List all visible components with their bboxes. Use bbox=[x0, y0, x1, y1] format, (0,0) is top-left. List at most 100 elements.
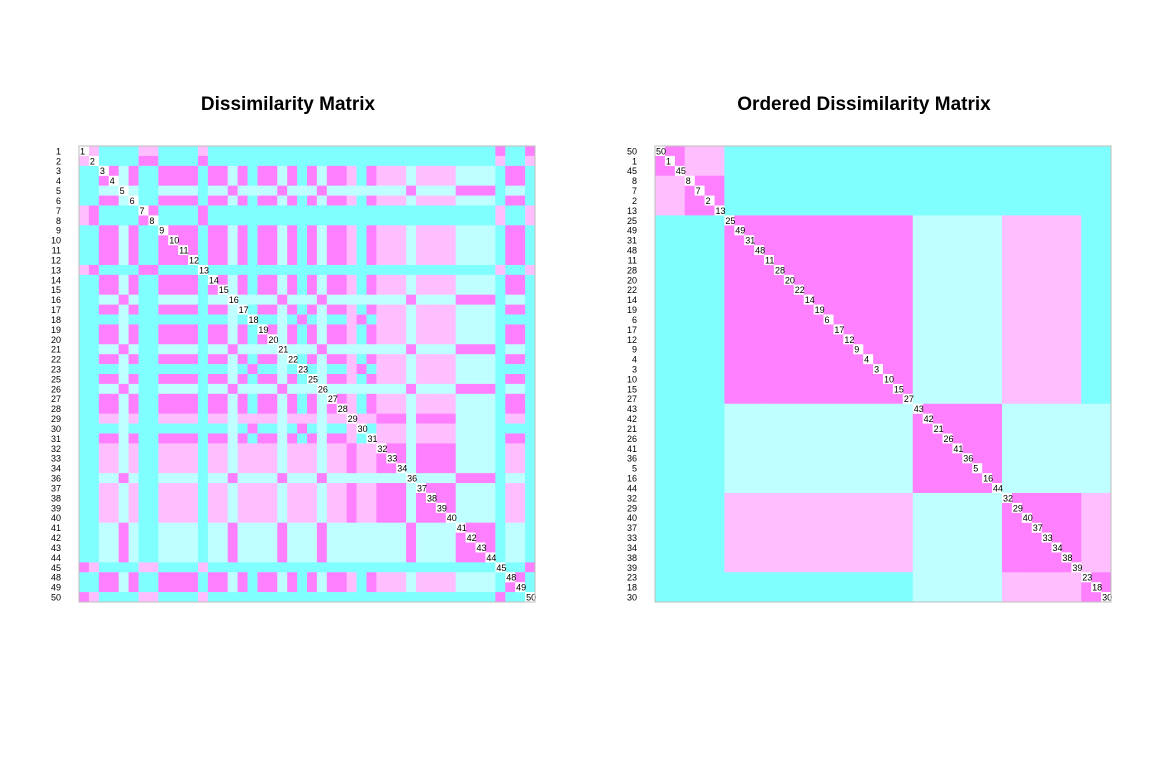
matrix-cell bbox=[227, 443, 239, 454]
matrix-cell bbox=[942, 354, 953, 365]
matrix-cell bbox=[694, 413, 705, 424]
matrix-cell bbox=[505, 453, 516, 464]
matrix-cell bbox=[1061, 245, 1072, 256]
matrix-cell bbox=[108, 393, 120, 405]
matrix-cell bbox=[1091, 354, 1102, 365]
matrix-cell bbox=[813, 483, 824, 494]
matrix-cell bbox=[98, 582, 110, 593]
matrix-cell bbox=[982, 393, 993, 405]
matrix-cell bbox=[406, 413, 417, 424]
matrix-cell bbox=[88, 284, 100, 296]
matrix-cell bbox=[475, 473, 486, 484]
matrix-cell bbox=[435, 294, 447, 306]
matrix-cell bbox=[922, 483, 933, 494]
matrix-cell bbox=[902, 483, 914, 494]
matrix-cell bbox=[416, 225, 427, 236]
matrix-cell bbox=[992, 532, 1003, 543]
matrix-cell bbox=[168, 453, 179, 464]
matrix-cell bbox=[178, 364, 189, 375]
matrix-cell bbox=[158, 284, 169, 296]
matrix-cell bbox=[366, 572, 377, 583]
matrix-cell bbox=[1041, 146, 1052, 157]
matrix-cell bbox=[655, 552, 666, 563]
matrix-cell bbox=[495, 483, 506, 494]
matrix-cell bbox=[684, 532, 696, 543]
matrix-cell bbox=[267, 582, 278, 593]
matrix-cell bbox=[704, 413, 715, 424]
matrix-cell bbox=[823, 532, 834, 543]
matrix-cell bbox=[138, 175, 149, 187]
matrix-cell bbox=[247, 463, 258, 474]
matrix-cell bbox=[793, 423, 805, 434]
diagonal-label: 11 bbox=[765, 255, 774, 265]
matrix-cell bbox=[188, 552, 199, 563]
matrix-cell bbox=[475, 582, 486, 593]
matrix-cell bbox=[445, 522, 457, 534]
matrix-cell bbox=[237, 383, 248, 395]
matrix-cell bbox=[376, 284, 387, 296]
matrix-cell bbox=[962, 314, 973, 325]
matrix-cell bbox=[1011, 443, 1023, 454]
matrix-cell bbox=[505, 443, 516, 454]
matrix-cell bbox=[307, 423, 318, 434]
matrix-cell bbox=[475, 383, 486, 395]
matrix-cell bbox=[316, 165, 328, 177]
matrix-cell bbox=[525, 235, 536, 246]
matrix-cell bbox=[435, 215, 447, 226]
matrix-cell bbox=[366, 294, 377, 306]
matrix-cell bbox=[764, 502, 775, 514]
row-label: 34 bbox=[51, 464, 61, 474]
matrix-cell bbox=[823, 255, 834, 266]
matrix-cell bbox=[843, 552, 854, 563]
matrix-cell bbox=[485, 403, 496, 415]
matrix-cell bbox=[843, 314, 854, 325]
matrix-cell bbox=[297, 502, 308, 514]
matrix-cell bbox=[1051, 344, 1062, 355]
matrix-cell bbox=[833, 294, 844, 306]
matrix-cell bbox=[1091, 542, 1102, 553]
matrix-cell bbox=[346, 582, 357, 593]
matrix-cell bbox=[267, 205, 278, 216]
matrix-cell bbox=[783, 195, 795, 206]
matrix-cell bbox=[505, 413, 516, 424]
matrix-cell bbox=[773, 423, 785, 434]
matrix-cell bbox=[684, 423, 696, 434]
matrix-cell bbox=[764, 314, 775, 325]
matrix-cell bbox=[128, 582, 139, 593]
matrix-cell bbox=[744, 225, 755, 236]
matrix-cell bbox=[813, 354, 824, 365]
matrix-cell bbox=[356, 205, 367, 216]
matrix-cell bbox=[1081, 185, 1092, 196]
matrix-cell bbox=[754, 423, 765, 434]
matrix-cell bbox=[158, 433, 169, 444]
matrix-cell bbox=[148, 175, 159, 187]
matrix-cell bbox=[962, 433, 973, 444]
matrix-cell bbox=[267, 552, 278, 563]
matrix-cell bbox=[287, 245, 298, 256]
matrix-cell bbox=[674, 225, 686, 236]
matrix-cell bbox=[505, 354, 516, 365]
matrix-cell bbox=[128, 354, 139, 365]
matrix-cell bbox=[883, 225, 894, 236]
matrix-cell bbox=[932, 582, 943, 593]
matrix-cell bbox=[336, 393, 348, 405]
matrix-cell bbox=[148, 324, 159, 335]
matrix-cell bbox=[515, 344, 526, 355]
matrix-cell bbox=[754, 522, 765, 534]
matrix-cell bbox=[863, 304, 874, 315]
matrix-cell bbox=[664, 205, 676, 216]
matrix-cell bbox=[1071, 552, 1082, 563]
matrix-cell bbox=[674, 453, 686, 464]
matrix-cell bbox=[267, 314, 278, 325]
matrix-cell bbox=[98, 532, 110, 543]
matrix-cell bbox=[356, 542, 367, 553]
matrix-cell bbox=[505, 532, 516, 543]
matrix-cell bbox=[962, 502, 973, 514]
matrix-cell bbox=[138, 334, 149, 345]
matrix-cell bbox=[495, 344, 506, 355]
matrix-cell bbox=[287, 264, 298, 276]
matrix-cell bbox=[674, 245, 686, 256]
matrix-cell bbox=[267, 403, 278, 415]
matrix-cell bbox=[952, 383, 963, 395]
matrix-cell bbox=[1091, 403, 1102, 415]
